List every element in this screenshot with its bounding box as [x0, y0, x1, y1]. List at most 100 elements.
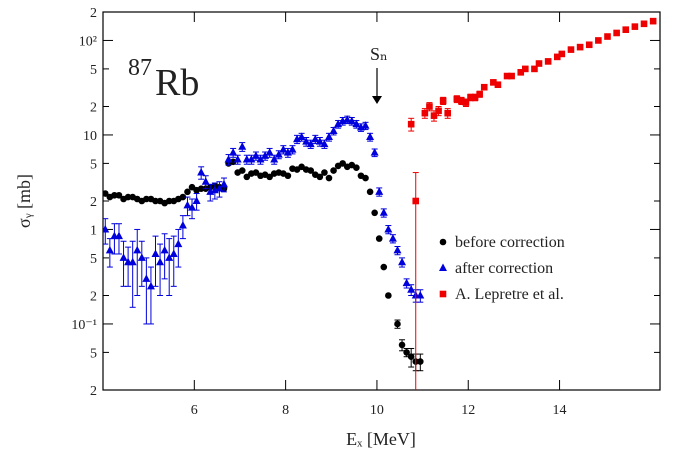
- point: [124, 193, 132, 201]
- point: [535, 60, 543, 67]
- point: [462, 99, 470, 106]
- point: [453, 95, 461, 103]
- point: [297, 132, 306, 141]
- point: [197, 168, 206, 176]
- point: [284, 172, 292, 180]
- point: [426, 103, 433, 110]
- point: [522, 65, 529, 73]
- point: [613, 29, 620, 37]
- point: [229, 148, 238, 156]
- point: [321, 169, 328, 176]
- point: [494, 81, 502, 89]
- y-tick-label: 2: [90, 6, 97, 21]
- point: [128, 257, 137, 266]
- point: [151, 249, 160, 257]
- point: [156, 257, 165, 266]
- point: [251, 151, 260, 159]
- point: [576, 43, 584, 51]
- point: [366, 132, 375, 141]
- point: [270, 154, 279, 163]
- point: [302, 137, 311, 145]
- point: [407, 353, 415, 361]
- point: [585, 41, 593, 49]
- point: [165, 253, 174, 261]
- y-axis-label: σᵧ [mb]: [14, 174, 35, 228]
- sn-arrowhead: [372, 96, 382, 104]
- point: [531, 65, 538, 73]
- y-tick-label: 2: [90, 290, 97, 305]
- y-tick-label: 10: [83, 129, 97, 144]
- point: [416, 291, 425, 299]
- point: [631, 23, 639, 30]
- point: [567, 46, 575, 53]
- point: [353, 164, 360, 172]
- point: [371, 209, 378, 217]
- point: [444, 109, 452, 117]
- point: [412, 197, 420, 205]
- point: [114, 231, 123, 240]
- point: [407, 285, 416, 293]
- point: [421, 109, 429, 117]
- y-tick-label: 2: [90, 195, 97, 210]
- point: [224, 154, 233, 163]
- point: [315, 137, 324, 145]
- point: [197, 185, 205, 192]
- point: [471, 94, 479, 101]
- point: [320, 139, 329, 148]
- point: [388, 234, 397, 242]
- y-tick-label: 10²: [79, 34, 97, 49]
- point: [329, 126, 338, 135]
- point: [133, 245, 142, 254]
- point: [265, 148, 274, 156]
- y-tick-label: 10⁻¹: [71, 318, 97, 333]
- point: [219, 179, 228, 188]
- point: [307, 167, 315, 174]
- point: [370, 148, 379, 156]
- point: [229, 158, 237, 166]
- legend-label: A. Lepretre et al.: [455, 286, 564, 303]
- point: [293, 134, 302, 143]
- point: [430, 112, 438, 119]
- nucleus: Rb: [155, 62, 199, 104]
- point: [375, 235, 383, 242]
- point: [480, 83, 488, 91]
- point: [385, 292, 392, 299]
- point: [407, 120, 415, 128]
- point: [103, 224, 110, 233]
- point: [490, 79, 497, 86]
- legend-label: before correction: [455, 234, 565, 251]
- point: [380, 263, 388, 271]
- point: [105, 245, 114, 254]
- x-tick-label: 14: [553, 403, 567, 418]
- nucleus-mass: 87: [128, 55, 152, 81]
- point: [152, 197, 159, 205]
- point: [316, 173, 324, 181]
- point: [394, 320, 401, 328]
- point: [238, 142, 247, 150]
- point: [243, 173, 251, 181]
- point: [183, 200, 192, 209]
- point: [146, 281, 155, 290]
- point: [553, 53, 561, 61]
- point: [119, 253, 128, 261]
- point: [417, 358, 424, 365]
- point: [165, 197, 173, 205]
- point: [184, 188, 191, 196]
- point: [435, 107, 442, 115]
- point: [439, 97, 447, 105]
- x-tick-label: 8: [282, 403, 289, 418]
- point: [379, 208, 388, 216]
- point: [352, 119, 361, 128]
- point: [393, 245, 402, 254]
- point: [604, 33, 611, 40]
- point: [362, 174, 369, 182]
- point: [279, 145, 288, 153]
- point: [347, 116, 356, 125]
- point: [476, 90, 483, 98]
- point: [179, 193, 187, 201]
- point: [160, 245, 169, 254]
- point: [192, 196, 201, 204]
- point: [544, 58, 552, 65]
